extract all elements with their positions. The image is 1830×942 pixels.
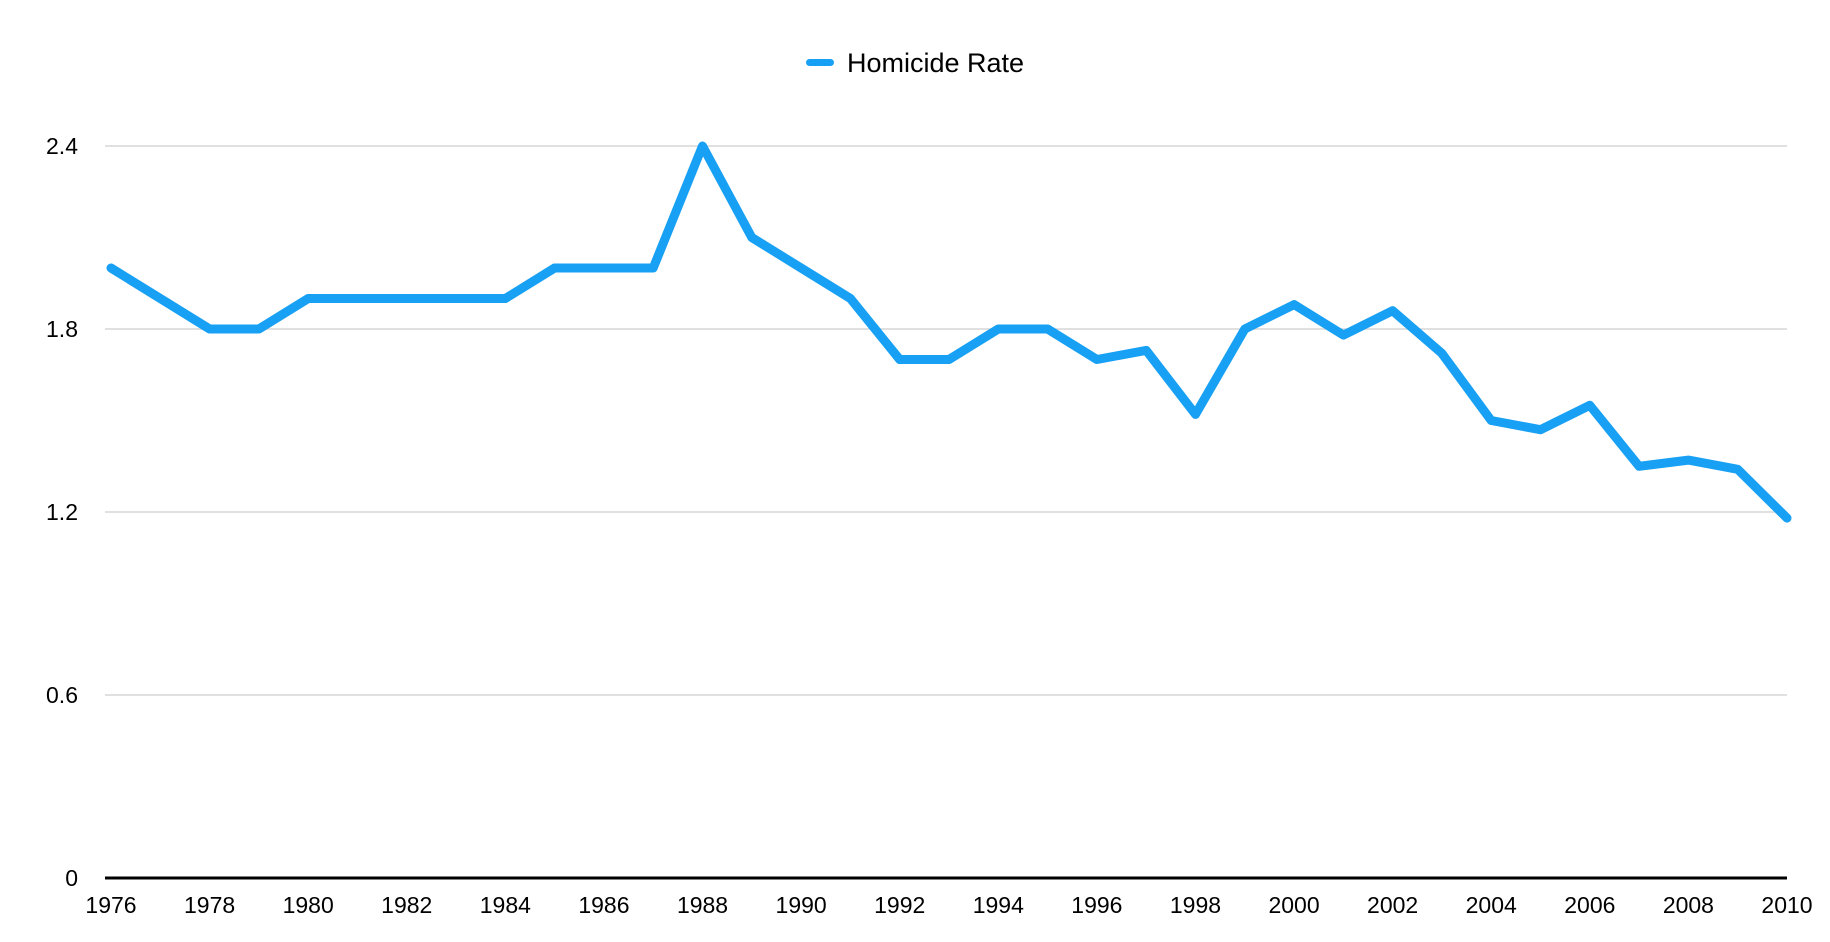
x-tick-label-1998: 1998	[1170, 892, 1221, 918]
x-tick-label-1990: 1990	[776, 892, 827, 918]
x-tick-label-1980: 1980	[283, 892, 334, 918]
x-tick-label-1982: 1982	[381, 892, 432, 918]
x-tick-label-2004: 2004	[1466, 892, 1517, 918]
x-tick-label-1992: 1992	[874, 892, 925, 918]
x-tick-label-1996: 1996	[1071, 892, 1122, 918]
y-tick-label-2.4: 2.4	[46, 133, 78, 159]
x-tick-label-1984: 1984	[480, 892, 531, 918]
y-tick-label-1.8: 1.8	[46, 316, 78, 342]
legend-line-marker-icon	[805, 59, 834, 66]
x-tick-label-1986: 1986	[578, 892, 629, 918]
x-tick-label-2000: 2000	[1268, 892, 1319, 918]
x-tick-label-1988: 1988	[677, 892, 728, 918]
legend: Homicide Rate	[805, 48, 1025, 78]
y-tick-label-1.2: 1.2	[46, 499, 78, 525]
y-tick-label-0: 0	[65, 865, 78, 891]
x-tick-label-2002: 2002	[1367, 892, 1418, 918]
x-tick-label-1976: 1976	[85, 892, 136, 918]
x-tick-label-2010: 2010	[1761, 892, 1812, 918]
legend-label: Homicide Rate	[846, 48, 1025, 78]
x-tick-label-1978: 1978	[184, 892, 235, 918]
x-tick-label-1994: 1994	[973, 892, 1024, 918]
homicide-rate-series-line	[106, 141, 1792, 523]
y-tick-label-0.6: 0.6	[46, 682, 78, 708]
x-tick-label-2008: 2008	[1663, 892, 1714, 918]
x-tick-label-2006: 2006	[1564, 892, 1615, 918]
